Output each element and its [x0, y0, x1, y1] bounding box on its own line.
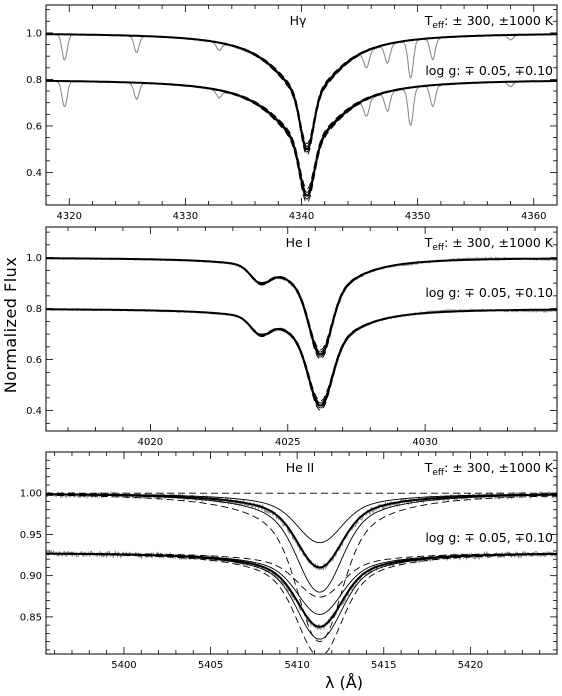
x-tick-label: 4025	[275, 437, 300, 448]
variation-line-small-plus-2	[46, 308, 557, 409]
teff-annotation-subscript: eff	[432, 468, 445, 478]
logg-annotation: log g: ∓ 0.05, ∓0.10	[425, 285, 553, 300]
logg-annotation: log g: ∓ 0.05, ∓0.10	[425, 63, 553, 78]
best-fit-line-1	[46, 33, 557, 151]
teff-annotation: Teff: ± 300, ±1000 K	[424, 13, 554, 31]
panel-frame	[45, 226, 558, 432]
y-tick-label: 0.6	[26, 121, 42, 132]
y-tick-label: 0.95	[20, 530, 42, 541]
panel-he-i: 4020 4025 4030 0.4 0.6 0.8 1.0 He I Teff: ± 300,…	[26, 226, 558, 448]
variation-line-large-plus-1	[46, 257, 557, 360]
teff-annotation-subscript: eff	[432, 243, 445, 253]
x-tick-label: 4320	[57, 211, 82, 222]
y-tick-label: 0.4	[26, 406, 42, 417]
x-tick-label: 4350	[405, 211, 430, 222]
observed-spectrum-line-2	[46, 307, 557, 407]
teff-annotation-range: : ± 300, ±1000 K	[444, 235, 554, 250]
x-tick-label: 5415	[371, 660, 396, 671]
best-fit-line-2	[46, 308, 557, 407]
variation-line-small-minus-1	[46, 257, 557, 353]
variation-line-large-minus-1	[46, 257, 557, 351]
variation-line-small-plus-1	[46, 257, 557, 358]
teff-annotation: Teff: ± 300, ±1000 K	[424, 460, 554, 478]
x-tick-label: 4020	[138, 437, 163, 448]
x-tick-label: 5405	[198, 660, 223, 671]
teff-annotation-subscript: eff	[432, 21, 445, 31]
panel-he-ii: 5400 5405 5410 5415 5420 0.85 0.90 0.95 1.00 He I…	[20, 451, 558, 671]
y-tick-label: 0.90	[20, 571, 42, 582]
panel-title: He II	[286, 460, 314, 475]
plot-area	[46, 490, 557, 654]
best-fit-line-1	[46, 493, 557, 569]
best-fit-line-1	[46, 257, 557, 356]
y-tick-label: 0.85	[20, 612, 42, 623]
variation-line-large-plus-1	[46, 494, 557, 643]
variation-line-large-plus-2	[46, 80, 557, 203]
variation-line-large-plus-2	[46, 308, 557, 411]
panel-title: Hγ	[290, 13, 307, 28]
plot-area	[46, 33, 557, 203]
x-tick-label: 4340	[289, 211, 314, 222]
x-tick-label: 5410	[284, 660, 309, 671]
plot-area	[46, 256, 557, 411]
teff-annotation-symbol: T	[424, 460, 433, 475]
x-tick-label: 4330	[173, 211, 198, 222]
teff-annotation: Teff: ± 300, ±1000 K	[424, 235, 554, 253]
y-tick-label: 0.8	[26, 75, 42, 86]
teff-annotation-symbol: T	[424, 13, 433, 28]
y-tick-label: 1.0	[26, 253, 42, 264]
x-tick-label: 4030	[412, 437, 437, 448]
y-tick-label: 1.0	[26, 28, 42, 39]
y-tick-label: 0.8	[26, 304, 42, 315]
panel-frame	[45, 451, 558, 655]
x-tick-label: 5400	[111, 660, 136, 671]
y-axis-label: Normalized Flux	[1, 257, 20, 394]
variation-line-large-minus-2	[46, 552, 557, 598]
y-tick-label: 0.4	[26, 168, 42, 179]
x-axis-label: λ (Å)	[325, 673, 363, 692]
panel-title: He I	[286, 235, 311, 250]
teff-annotation-range: : ± 300, ±1000 K	[444, 460, 554, 475]
y-tick-label: 0.6	[26, 355, 42, 366]
logg-annotation: log g: ∓ 0.05, ∓0.10	[425, 530, 553, 545]
panel-hgamma: 4320 4330 4340 4350 4360 0.4 0.6 0.8 1.0 Hγ Teff: …	[26, 4, 558, 222]
best-fit-line-2	[46, 552, 557, 628]
x-tick-label: 5420	[458, 660, 483, 671]
teff-annotation-range: : ± 300, ±1000 K	[444, 13, 554, 28]
y-tick-label: 1.00	[20, 489, 42, 500]
variation-line-large-plus-2	[46, 553, 557, 654]
best-fit-line-2	[46, 79, 557, 197]
x-tick-label: 4360	[521, 211, 546, 222]
teff-annotation-symbol: T	[424, 235, 433, 250]
observed-spectrum-line-1	[46, 256, 557, 357]
